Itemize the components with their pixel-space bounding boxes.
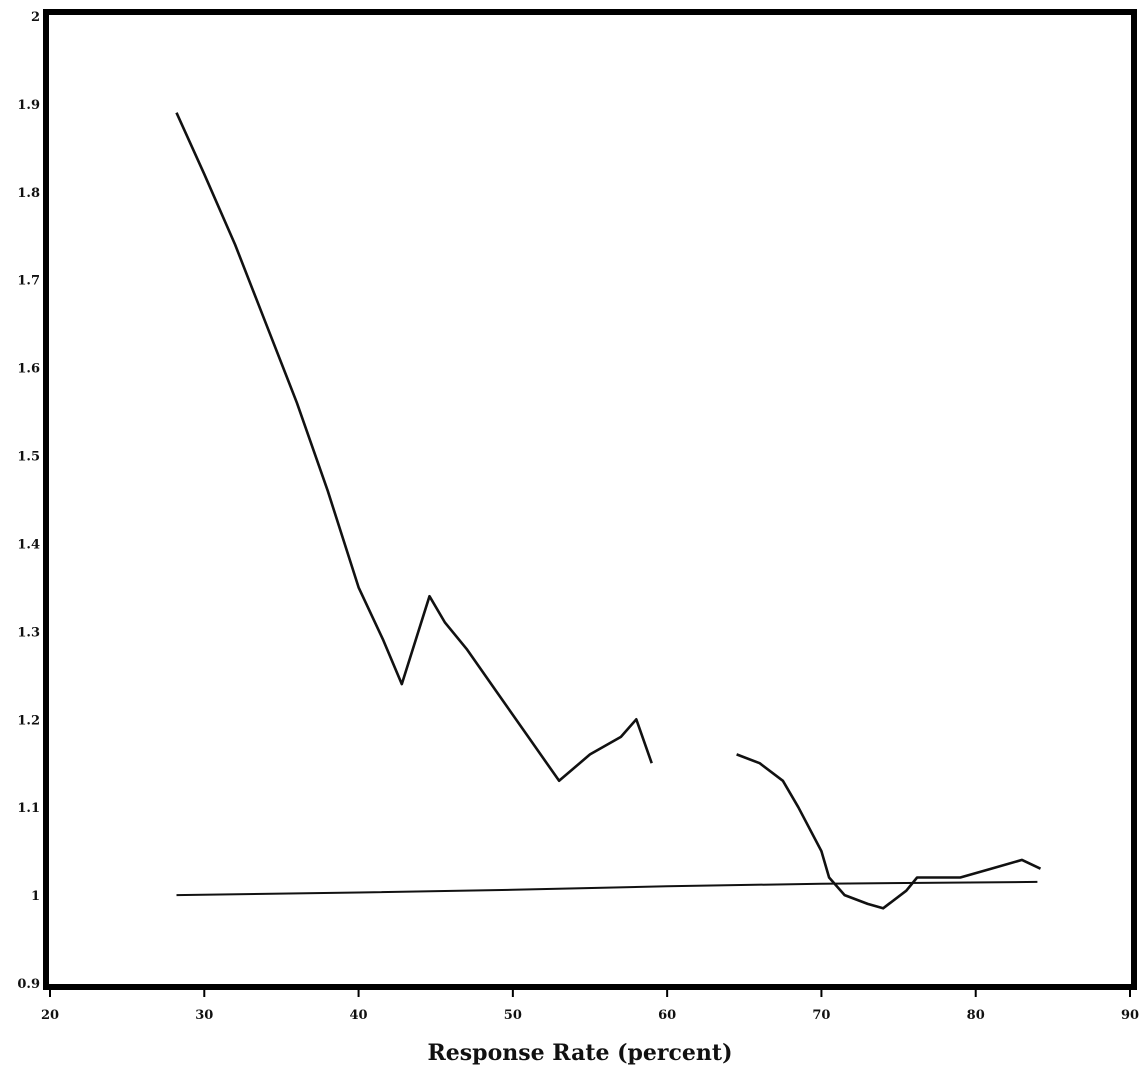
x-tick-label: 50 [504,1008,522,1023]
y-tick-label: 1.6 [17,362,40,377]
y-axis: 0.9 1 1.1 1.2 1.3 1.4 1.5 1.6 1.7 1.8 1.9 2 [17,10,40,992]
series-line-ratio [736,753,1042,910]
y-tick-label: 2 [31,10,40,25]
y-tick-label: 0.9 [17,977,40,992]
x-tick-label: 60 [658,1008,676,1023]
series-line-baseline [176,880,1038,897]
y-tick-label: 1.3 [17,625,40,640]
x-tick-label: 90 [1121,1008,1139,1023]
series-group [175,112,1042,910]
y-tick-label: 1.2 [17,713,40,728]
x-axis-title: Response Rate (percent) [428,1040,733,1066]
x-tick-label: 20 [41,1008,59,1023]
y-tick-label: 1.1 [17,801,40,816]
y-tick-label: 1.9 [17,98,40,113]
y-tick-label: 1.5 [17,450,40,465]
plot-frame [43,9,1137,990]
x-tick-label: 70 [812,1008,830,1023]
x-tick-label: 40 [350,1008,368,1023]
series-line-ratio [175,112,653,783]
y-tick-label: 1.7 [17,274,40,289]
x-tick-label: 80 [967,1008,985,1023]
x-axis: 20 30 40 50 60 70 80 90 [41,984,1139,1023]
y-tick-label: 1.8 [17,186,40,201]
y-tick-label: 1.4 [17,537,40,552]
x-tick-label: 30 [195,1008,213,1023]
y-tick-label: 1 [31,889,40,904]
